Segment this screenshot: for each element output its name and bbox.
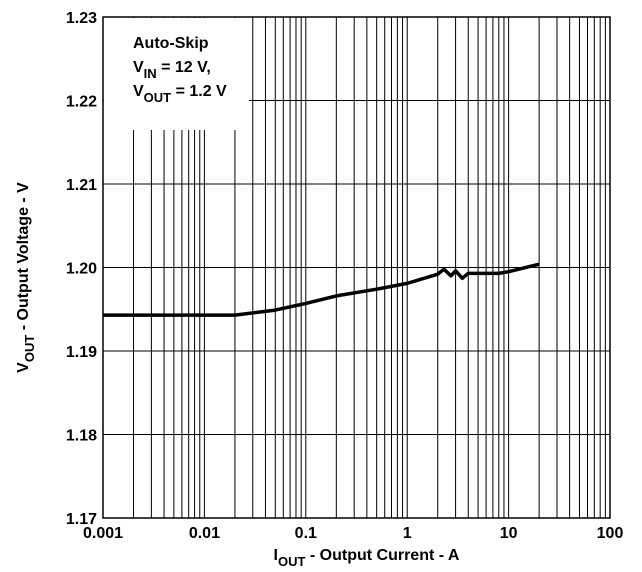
text-rest: - Output Current - A [305, 547, 459, 564]
text-sub: IN [144, 66, 157, 81]
text-rest: = 1.2 V [171, 83, 227, 100]
annotation-box [104, 18, 249, 130]
x-tick-label: 100 [597, 525, 624, 542]
x-axis-label: IOUT - Output Current - A [274, 547, 460, 569]
annotation-line: Auto-Skip [133, 35, 209, 52]
x-tick-label: 0.01 [189, 525, 220, 542]
text-sub: OUT [144, 90, 172, 105]
y-tick-label: 1.18 [66, 428, 97, 445]
annotation-line: VOUT = 1.2 V [133, 83, 227, 105]
y-tick-label: 1.21 [66, 177, 97, 194]
plot-frame [102, 16, 611, 519]
y-tick-label: 1.19 [66, 344, 97, 361]
y-tick-label: 1.23 [66, 10, 97, 27]
data-line [103, 262, 540, 317]
y-tick-label: 1.22 [66, 94, 97, 111]
text-rest: - Output Voltage - V [15, 182, 32, 335]
y-tick-label: 1.17 [66, 511, 97, 528]
x-tick-label: 1 [403, 525, 412, 542]
y-tick-label: 1.20 [66, 261, 97, 278]
annotation-line: VIN = 12 V, [133, 59, 211, 81]
text-main: Auto-Skip [133, 35, 209, 52]
text-sub: OUT [22, 335, 37, 363]
x-tick-label: 0.001 [83, 525, 123, 542]
text-sub: OUT [278, 554, 306, 569]
text-main: I [274, 547, 278, 564]
x-tick-label: 0.1 [295, 525, 317, 542]
text-main: V [133, 83, 144, 100]
text-main: V [15, 362, 32, 373]
text-main: V [133, 59, 144, 76]
y-axis-label: VOUT - Output Voltage - V [15, 182, 37, 373]
x-tick-label: 10 [500, 525, 518, 542]
text-rest: = 12 V, [157, 59, 211, 76]
